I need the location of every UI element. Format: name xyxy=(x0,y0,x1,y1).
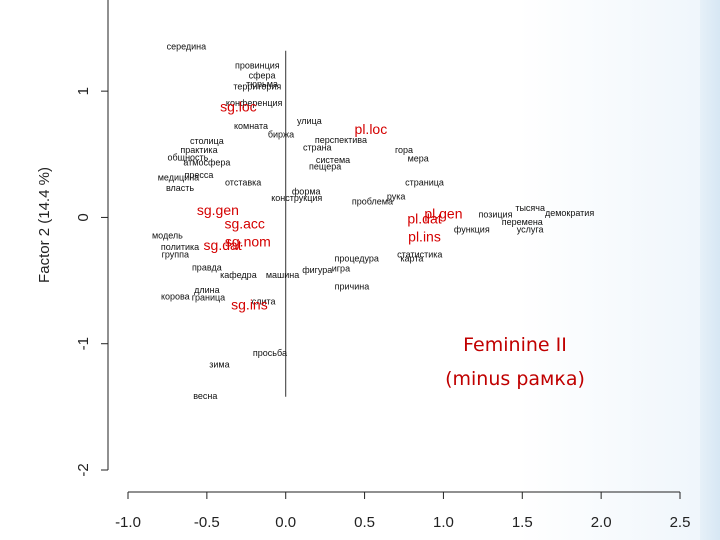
word-label: перспектива xyxy=(315,135,367,145)
word-label: атмосфера xyxy=(183,158,230,168)
word-label: причина xyxy=(335,281,370,291)
word-label: страница xyxy=(405,178,444,188)
word-label: машина xyxy=(266,270,299,280)
word-label: улица xyxy=(297,116,322,126)
case-label: sg.nom xyxy=(225,233,271,249)
x-tick-label: -0.5 xyxy=(194,514,220,531)
word-label: просьба xyxy=(253,348,287,358)
annotation-subtitle: (minus рамка) xyxy=(445,368,585,390)
word-label: проблема xyxy=(352,197,393,207)
slide-accent-bar xyxy=(700,0,720,540)
word-label: услуга xyxy=(517,224,544,234)
word-label: функция xyxy=(454,224,490,234)
word-label: правда xyxy=(192,262,222,272)
word-label: тюрьма xyxy=(246,79,278,89)
word-label: игра xyxy=(332,264,350,274)
case-label: sg.dat xyxy=(204,237,242,253)
word-label: граница xyxy=(192,293,225,303)
word-label: общность xyxy=(168,152,209,162)
word-label: территория xyxy=(233,82,281,92)
case-label: pl.dat xyxy=(407,211,441,227)
y-axis-label: Factor 2 (14.4 %) xyxy=(36,167,53,283)
word-label: комната xyxy=(234,121,268,131)
x-tick-label: 1.5 xyxy=(512,514,533,531)
word-label: зима xyxy=(209,360,229,370)
word-label: процедура xyxy=(334,253,378,263)
x-tick-label: -1.0 xyxy=(115,514,141,531)
word-label: провинция xyxy=(235,60,280,70)
word-label: кафедра xyxy=(220,270,257,280)
word-label: биржа xyxy=(268,130,294,140)
word-label: позиция xyxy=(478,209,512,219)
axes: -2 -1 0 1 -1.0 -0.5 0.0 0.5 1.0 1.5 2.0 2.5 xyxy=(75,0,690,531)
x-tick-label: 1.0 xyxy=(433,514,454,531)
case-label: sg.loc xyxy=(220,98,257,114)
case-label: pl.gen xyxy=(424,206,462,222)
y-tick-label: -2 xyxy=(75,463,92,476)
word-label: пресса xyxy=(185,170,214,180)
word-label: система xyxy=(316,155,350,165)
word-label: модель xyxy=(152,231,183,241)
y-tick-label: -1 xyxy=(75,337,92,350)
word-label: слита xyxy=(252,296,276,306)
case-label: pl.ins xyxy=(408,228,441,244)
word-label: статистика xyxy=(397,250,442,260)
y-tick-label: 0 xyxy=(75,213,92,221)
word-label: страна xyxy=(303,142,332,152)
word-label: политика xyxy=(161,242,199,252)
y-tick-label: 1 xyxy=(75,87,92,95)
case-label: sg.gen xyxy=(197,202,239,218)
word-label: практика xyxy=(180,145,217,155)
word-label: перемена xyxy=(502,217,543,227)
word-label: мера xyxy=(408,154,429,164)
x-tick-label: 0.0 xyxy=(275,514,296,531)
word-label: рука xyxy=(387,192,406,202)
word-label: отставка xyxy=(225,178,261,188)
word-label: пещера xyxy=(309,161,341,171)
word-label: длина xyxy=(194,285,220,295)
word-label: фигура xyxy=(302,265,332,275)
word-label: корова xyxy=(161,291,190,301)
word-label: конференция xyxy=(226,98,283,108)
word-label: власть xyxy=(166,183,194,193)
word-label: карта xyxy=(400,253,423,263)
word-label: столица xyxy=(190,136,224,146)
case-label: sg.acc xyxy=(224,216,264,232)
word-label: гора xyxy=(395,145,413,155)
case-label: pl.loc xyxy=(355,121,388,137)
word-label: форма xyxy=(292,187,321,197)
word-label: весна xyxy=(193,391,217,401)
case-label: sg.ins xyxy=(231,297,268,313)
word-label: медицина xyxy=(158,173,199,183)
word-label: сфера xyxy=(249,70,276,80)
x-tick-label: 2.5 xyxy=(670,514,691,531)
x-tick-label: 2.0 xyxy=(591,514,612,531)
word-label: середина xyxy=(167,41,207,51)
word-label: конструкция xyxy=(271,193,322,203)
word-label: тысяча xyxy=(515,203,545,213)
word-label: группа xyxy=(162,250,189,260)
word-label: демократия xyxy=(545,208,594,218)
annotation-title: Feminine II xyxy=(463,334,567,356)
x-tick-label: 0.5 xyxy=(354,514,375,531)
